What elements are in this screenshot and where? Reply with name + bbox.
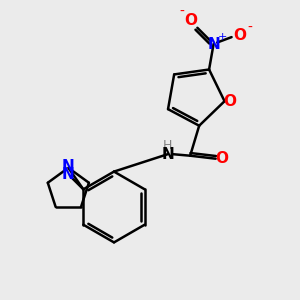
Text: O: O [224, 94, 236, 109]
Text: -: - [247, 21, 252, 35]
Text: O: O [215, 151, 228, 166]
Text: O: O [233, 28, 246, 43]
Text: -: - [179, 5, 184, 19]
Text: O: O [184, 14, 197, 28]
Text: H: H [162, 139, 172, 152]
Text: N: N [62, 159, 75, 174]
Text: N: N [161, 147, 174, 162]
Text: N: N [207, 37, 220, 52]
Text: N: N [62, 167, 75, 182]
Text: +: + [217, 32, 227, 41]
